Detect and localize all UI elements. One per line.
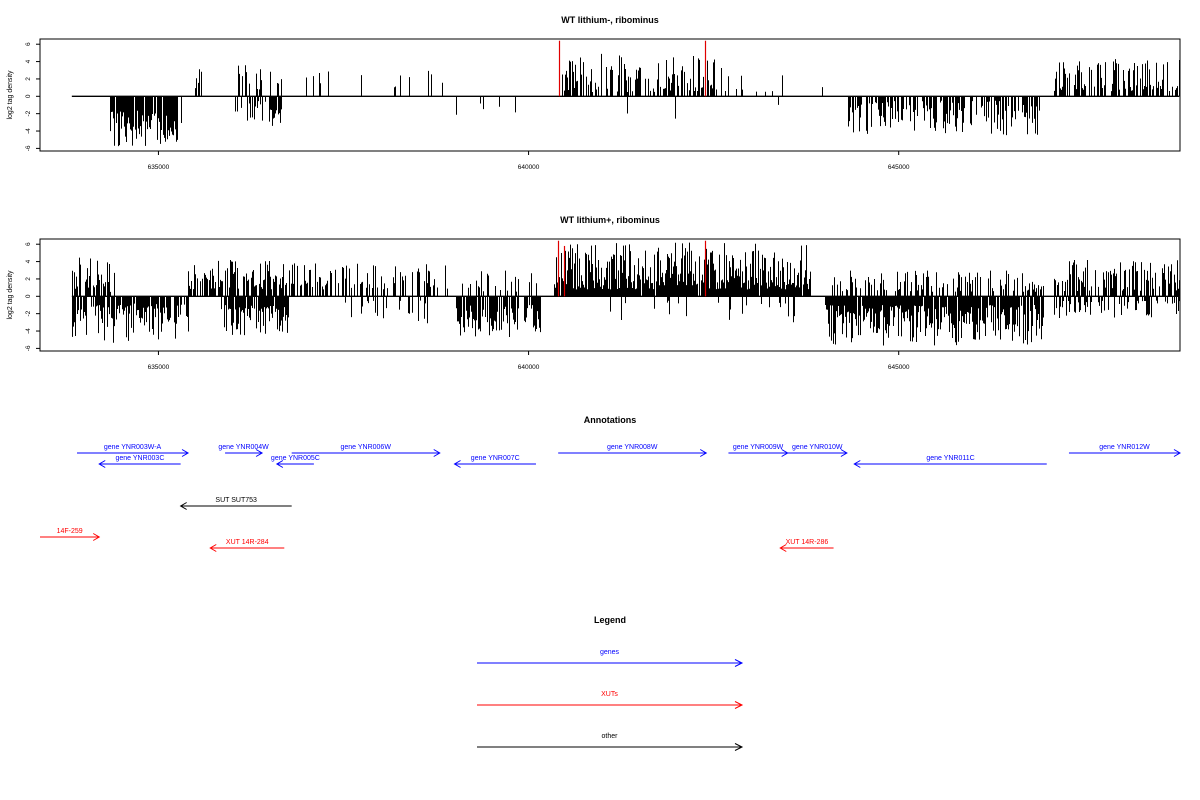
y-tick-label: -2 bbox=[25, 110, 32, 116]
y-tick-label: 6 bbox=[25, 42, 32, 46]
annotation-gene: gene YNR009W bbox=[728, 444, 789, 457]
legend-items: genes XUTs other bbox=[477, 649, 744, 751]
annotation-label: SUT SUT753 bbox=[215, 497, 257, 504]
annotation-arrowhead bbox=[840, 449, 848, 457]
annotation-arrowhead bbox=[699, 449, 708, 457]
legend-item-label: other bbox=[602, 733, 619, 740]
chart-panel-lithium-minus: WT lithium-, ribominus log2 tag density … bbox=[7, 15, 1181, 171]
legend-arrowhead bbox=[734, 701, 744, 709]
y-axis: -6 -4 -2 0 2 4 6 bbox=[25, 242, 40, 351]
chart-panel-lithium-plus: WT lithium+, ribominus log2 tag density … bbox=[7, 215, 1181, 371]
annotation-gene: gene YNR003W-A bbox=[77, 444, 190, 457]
legend-arrowhead bbox=[734, 743, 744, 751]
annotation-label: gene YNR004W bbox=[218, 444, 269, 451]
x-tick-label: 645000 bbox=[888, 164, 910, 171]
annotation-gene: gene YNR011C bbox=[853, 455, 1047, 468]
y-tick-label: -6 bbox=[25, 345, 32, 351]
annotation-arrowhead bbox=[92, 533, 101, 541]
x-tick-label: 640000 bbox=[518, 364, 540, 371]
annotation-arrowhead bbox=[209, 544, 217, 552]
highlight-bars bbox=[557, 240, 707, 297]
annotation-gene: gene YNR004W bbox=[218, 444, 269, 457]
legend-arrowhead bbox=[734, 659, 744, 667]
annotation-label: gene YNR006W bbox=[340, 444, 391, 451]
annotations-title: Annotations bbox=[584, 415, 637, 425]
annotation-gene: gene YNR003C bbox=[98, 455, 181, 468]
annotation-arrowhead bbox=[255, 449, 264, 457]
annotation-label: gene YNR003W-A bbox=[104, 444, 162, 451]
x-tick-label: 635000 bbox=[148, 164, 170, 171]
x-axis: 635000 640000 645000 bbox=[148, 151, 910, 171]
annotation-other: SUT SUT753 bbox=[179, 497, 292, 510]
y-tick-label: -4 bbox=[25, 128, 32, 134]
y-tick-label: 2 bbox=[25, 77, 32, 81]
y-axis-label: log2 tag density bbox=[7, 270, 14, 320]
y-axis: -6 -4 -2 0 2 4 6 bbox=[25, 42, 40, 151]
legend: Legend genes XUTs other bbox=[477, 615, 744, 751]
legend-title: Legend bbox=[594, 615, 626, 625]
annotation-label: XUT 14R-286 bbox=[786, 539, 829, 546]
annotation-gene: gene YNR005C bbox=[271, 455, 320, 468]
annotation-gene: gene YNR008W bbox=[558, 444, 708, 457]
density-bars bbox=[110, 53, 1180, 147]
y-axis-label: log2 tag density bbox=[7, 70, 14, 120]
y-tick-label: 4 bbox=[25, 59, 32, 63]
legend-item: genes bbox=[477, 649, 744, 667]
annotation-arrowhead bbox=[433, 449, 441, 457]
annotation-xut: XUT 14R-286 bbox=[779, 539, 834, 552]
annotation-label: gene YNR010W bbox=[792, 444, 843, 451]
annotation-label: gene YNR003C bbox=[115, 455, 164, 462]
annotation-arrowhead bbox=[179, 502, 187, 510]
annotation-arrowhead bbox=[98, 460, 106, 468]
legend-item: XUTs bbox=[477, 691, 744, 709]
annotation-label: gene YNR005C bbox=[271, 455, 320, 462]
annotation-gene: gene YNR012W bbox=[1068, 444, 1181, 457]
legend-item-label: XUTs bbox=[601, 691, 618, 698]
annotation-arrowhead bbox=[181, 449, 190, 457]
annotation-label: gene YNR007C bbox=[471, 455, 520, 462]
annotation-arrowhead bbox=[1173, 449, 1181, 457]
annotation-gene: gene YNR007C bbox=[453, 455, 536, 468]
annotation-label: 14F-259 bbox=[57, 528, 83, 535]
y-tick-label: -6 bbox=[25, 145, 32, 151]
annotation-label: gene YNR009W bbox=[733, 444, 784, 451]
y-tick-label: 0 bbox=[25, 294, 32, 298]
legend-item: other bbox=[477, 733, 744, 751]
y-tick-label: 2 bbox=[25, 277, 32, 281]
chart-title: WT lithium-, ribominus bbox=[561, 15, 659, 25]
annotation-gene: gene YNR006W bbox=[291, 444, 441, 457]
annotation-gene: gene YNR010W bbox=[787, 444, 848, 457]
y-tick-label: 6 bbox=[25, 242, 32, 246]
x-axis: 635000 640000 645000 bbox=[148, 351, 910, 371]
legend-item-label: genes bbox=[600, 649, 620, 656]
annotation-xut: XUT 14R-284 bbox=[209, 539, 285, 552]
annotation-label: gene YNR012W bbox=[1099, 444, 1150, 451]
y-tick-label: 4 bbox=[25, 259, 32, 263]
annotation-label: gene YNR011C bbox=[926, 455, 974, 462]
annotation-arrowhead bbox=[779, 544, 787, 552]
highlight-bars bbox=[558, 40, 707, 97]
annotation-xut: 14F-259 bbox=[40, 528, 101, 541]
annotation-arrowhead bbox=[275, 460, 284, 468]
y-tick-label: 0 bbox=[25, 94, 32, 98]
chart-title: WT lithium+, ribominus bbox=[560, 215, 660, 225]
y-tick-label: -2 bbox=[25, 310, 32, 316]
annotation-label: XUT 14R-284 bbox=[226, 539, 269, 546]
density-bars bbox=[72, 242, 1180, 346]
y-tick-label: -4 bbox=[25, 328, 32, 334]
x-tick-label: 640000 bbox=[518, 164, 540, 171]
annotations-track: Annotations gene YNR003W-A gene YNR003C ge… bbox=[40, 415, 1181, 552]
annotation-arrowhead bbox=[853, 460, 861, 468]
x-tick-label: 635000 bbox=[148, 364, 170, 371]
annotation-label: gene YNR008W bbox=[607, 444, 658, 451]
x-tick-label: 645000 bbox=[888, 364, 910, 371]
annotation-arrowhead bbox=[453, 460, 461, 468]
